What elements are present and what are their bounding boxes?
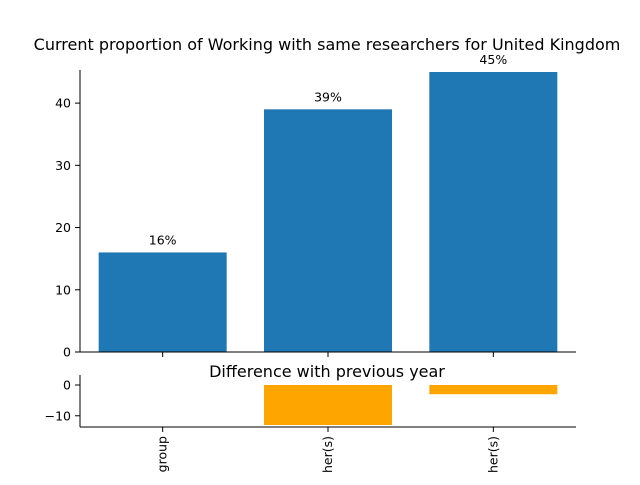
data-label: 39% [314,89,342,104]
difference-bar [429,385,558,395]
difference-chart-title: Difference with previous year [209,362,445,381]
difference-bar [264,385,392,425]
bar [264,109,392,352]
x-tick-label: her(s) [320,436,335,473]
data-label: 16% [149,232,177,247]
difference-plot-area: 0 −10 group her(s) her(s) [45,375,576,473]
main-plot-area: 16% 39% 45% 0 10 20 30 40 [55,52,576,360]
main-chart-title: Current proportion of Working with same … [34,35,621,54]
bar [98,252,227,352]
y-tick-label: 40 [55,96,71,111]
y-tick-label: 10 [55,282,71,297]
y-tick-label: 20 [55,220,71,235]
y-tick-label: 0 [63,345,71,360]
bar [429,72,558,352]
y-tick-label: 0 [63,378,71,393]
y-tick-label: 30 [55,158,71,173]
x-tick-label: group [155,436,170,472]
data-label: 45% [479,52,507,67]
y-tick-label: −10 [45,408,71,423]
x-tick-label: her(s) [485,436,500,473]
